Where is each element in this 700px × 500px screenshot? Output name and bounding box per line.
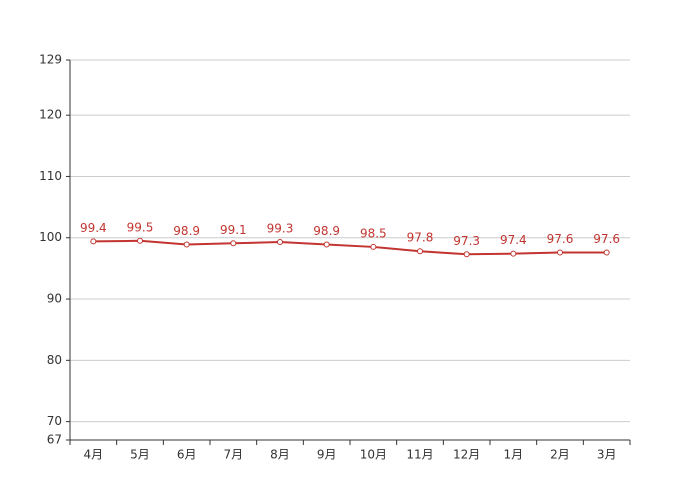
data-label: 99.5	[127, 220, 154, 234]
data-point	[230, 240, 237, 247]
x-tick-label: 11月	[406, 448, 433, 462]
x-tick-label: 2月	[550, 448, 570, 462]
data-point	[90, 238, 97, 245]
data-label: 98.5	[360, 226, 387, 240]
data-label: 99.4	[80, 221, 107, 235]
data-point	[557, 249, 563, 256]
x-tick-label: 10月	[360, 448, 387, 462]
data-point	[370, 243, 377, 250]
data-label: 97.3	[453, 234, 480, 248]
y-tick-label: 67	[47, 433, 62, 447]
x-tick-label: 9月	[317, 448, 337, 462]
y-tick-label: 90	[47, 292, 62, 306]
x-tick-label: 8月	[270, 448, 290, 462]
data-label: 99.3	[267, 222, 294, 236]
x-tick-label: 3月	[597, 448, 617, 462]
y-tick-label: 80	[47, 353, 62, 367]
data-label: 97.6	[547, 232, 574, 246]
y-tick-label: 129	[39, 53, 62, 67]
data-point	[137, 237, 143, 244]
data-point	[183, 241, 190, 248]
data-line	[93, 239, 607, 256]
data-point	[463, 251, 470, 258]
data-label: 97.4	[500, 233, 527, 247]
data-point	[277, 239, 283, 246]
x-tick-label: 4月	[84, 448, 104, 462]
data-label: 99.1	[220, 223, 247, 237]
data-label: 97.6	[593, 232, 620, 246]
data-point	[603, 249, 610, 256]
x-tick-label: 7月	[224, 448, 244, 462]
y-tick-label: 100	[39, 230, 62, 244]
data-point	[323, 241, 330, 248]
y-tick-label: 110	[39, 169, 62, 183]
data-label: 98.9	[173, 224, 200, 238]
data-point	[417, 248, 423, 255]
data-point	[510, 250, 517, 257]
x-tick-label: 5月	[130, 448, 150, 462]
y-tick-label: 120	[39, 108, 62, 122]
x-tick-label: 12月	[453, 448, 480, 462]
data-label: 97.8	[407, 231, 434, 245]
x-tick-label: 6月	[177, 448, 197, 462]
x-tick-label: 1月	[504, 448, 524, 462]
data-label: 98.9	[313, 224, 340, 238]
y-tick-label: 70	[47, 414, 62, 428]
